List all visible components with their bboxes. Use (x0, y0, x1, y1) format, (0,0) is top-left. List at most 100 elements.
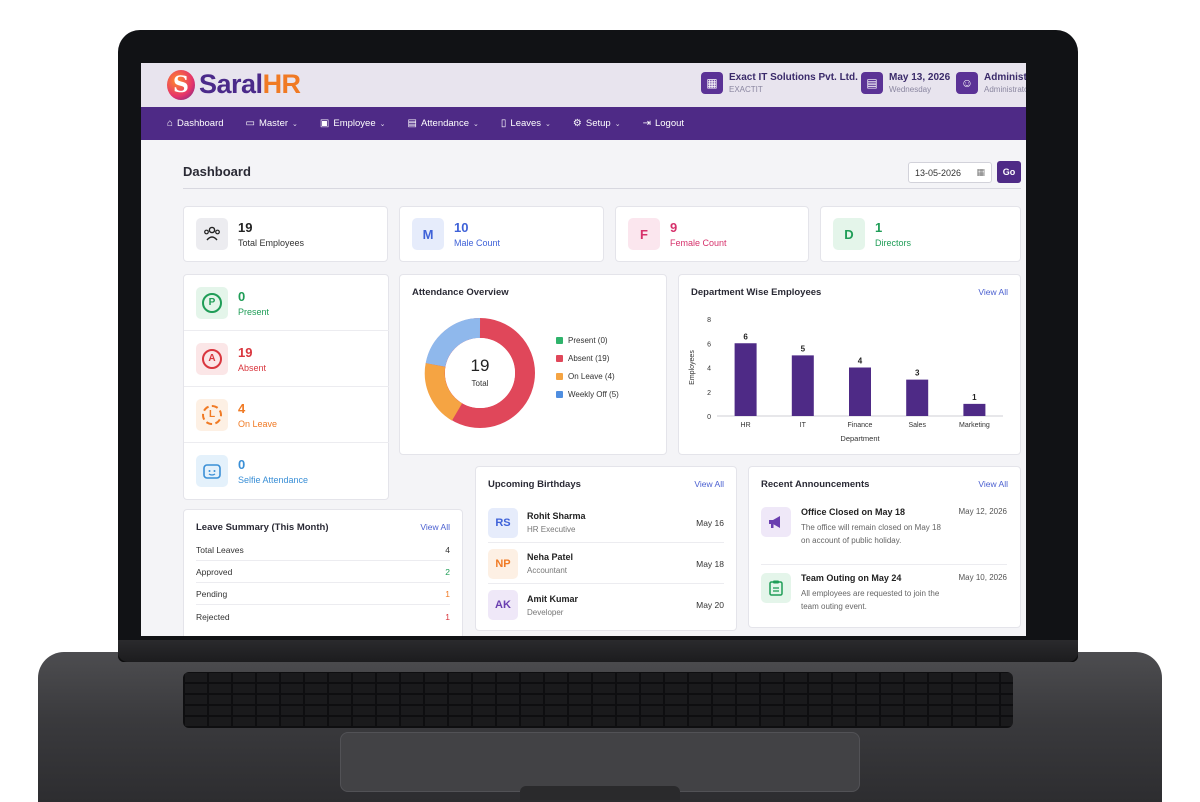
divider (183, 188, 1021, 189)
stat-value: 19 (238, 220, 253, 235)
status-selfie-attendance[interactable]: 0 Selfie Attendance (184, 443, 389, 499)
status-label: On Leave (238, 418, 278, 429)
stat-card-total-employees[interactable]: 19 Total Employees (183, 206, 388, 262)
x-tick-label: Finance (848, 422, 873, 429)
nav-dashboard[interactable]: ⌂ Dashboard (167, 118, 224, 129)
go-button[interactable]: Go (997, 161, 1021, 183)
date-filter-input[interactable]: 13-05-2026 ▦ (908, 162, 992, 183)
legend-item-present: Present (0) (556, 336, 608, 345)
panel-title: Recent Announcements (761, 479, 870, 490)
leave-row-total: Total Leaves 4 (196, 540, 450, 561)
birthday-role: HR Executive (527, 525, 576, 534)
nav-label: Attendance (420, 118, 470, 129)
document-icon: ▯ (500, 118, 507, 129)
top-header: S SaralHR ▦ Exact IT Solutions Pvt. Ltd.… (141, 63, 1026, 107)
panel-title: Leave Summary (This Month) (196, 522, 329, 533)
nav-leaves[interactable]: ▯ Leaves ⌄ (501, 118, 551, 129)
leave-row-pending: Pending 1 (196, 584, 450, 605)
present-icon: P (196, 286, 228, 319)
stat-value: 1 (875, 220, 883, 235)
logo-icon: S (167, 69, 195, 100)
leave-view-all-link[interactable]: View All (420, 522, 450, 532)
nav-label: Master (258, 118, 289, 129)
x-tick-label: Sales (908, 422, 926, 429)
chevron-down-icon: ⌄ (473, 120, 479, 128)
announcements-card: Recent Announcements View All Office Clo… (748, 466, 1021, 628)
nav-attendance[interactable]: ▤ Attendance ⌄ (407, 118, 478, 129)
clipboard-icon (761, 573, 791, 603)
announcement-date: May 10, 2026 (958, 573, 1007, 582)
announcement-item[interactable]: Team Outing on May 24 All employees are … (761, 573, 1007, 623)
announcements-view-all-link[interactable]: View All (978, 479, 1008, 489)
bar-marketing (963, 403, 986, 416)
leave-summary-card: Leave Summary (This Month) View All Tota… (183, 509, 463, 636)
date-filter-value: 13-05-2026 (915, 167, 962, 178)
birthday-date: May 20 (696, 600, 724, 610)
x-tick-label: HR (741, 422, 751, 429)
nav-logout[interactable]: ⇥ Logout (643, 118, 684, 129)
status-value: 19 (238, 344, 253, 360)
stat-value: 9 (670, 220, 678, 235)
stat-card-female-count[interactable]: F 9 Female Count (615, 206, 809, 262)
y-tick-label: 0 (707, 414, 711, 421)
main-nav: ⌂ Dashboard ▭ Master ⌄ ▣ Employee ⌄ ▤ Attendan… (141, 107, 1026, 140)
bar-value-label: 4 (858, 357, 863, 366)
divider (761, 564, 1007, 565)
department-view-all-link[interactable]: View All (978, 287, 1008, 297)
laptop-hinge (118, 640, 1078, 662)
stat-card-directors[interactable]: D 1 Directors (820, 206, 1021, 262)
bar-it (791, 355, 814, 416)
department-chart-card: Department Wise Employees View All 0 2 4 6 8… (678, 274, 1021, 455)
y-tick-label: 2 (707, 390, 711, 397)
absent-icon: A (196, 342, 228, 375)
birthday-item[interactable]: RS Rohit Sharma HR Executive May 16 (488, 503, 724, 543)
announcement-item[interactable]: Office Closed on May 18 The office will … (761, 507, 1007, 559)
birthday-item[interactable]: AK Amit Kumar Developer May 20 (488, 585, 724, 625)
status-absent[interactable]: A 19 Absent (184, 331, 389, 387)
legend-item-weekly-off: Weekly Off (5) (556, 390, 619, 399)
gear-icon: ⚙ (572, 118, 582, 129)
bar-value-label: 5 (801, 344, 806, 353)
id-card-icon: ▣ (319, 118, 330, 129)
building-icon: ▦ (701, 72, 723, 94)
user-icon: ☺ (956, 72, 978, 94)
donut-segment-weekly-off (425, 317, 481, 368)
birthday-name: Amit Kumar (527, 593, 579, 604)
panel-title: Attendance Overview (412, 287, 509, 298)
announcement-date: May 12, 2026 (958, 507, 1007, 516)
page-title: Dashboard (183, 164, 251, 179)
birthday-date: May 16 (696, 517, 724, 528)
avatar: NP (488, 548, 518, 579)
stat-label: Male Count (454, 238, 501, 248)
x-axis-label: Department (840, 434, 880, 443)
attendance-donut-chart (424, 317, 535, 428)
calendar-icon: ▤ (861, 72, 883, 94)
attendance-overview-card: Attendance Overview 19 Total Present (0)… (399, 274, 667, 455)
chevron-down-icon: ⌄ (379, 120, 386, 128)
selfie-camera-icon (196, 455, 228, 487)
chevron-down-icon: ⌄ (614, 120, 621, 128)
brand-logo[interactable]: S SaralHR (167, 69, 301, 100)
birthdays-view-all-link[interactable]: View All (694, 479, 724, 489)
folder-icon: ▭ (245, 118, 255, 129)
nav-setup[interactable]: ⚙ Setup ⌄ (573, 118, 621, 129)
company-selector[interactable]: ▦ Exact IT Solutions Pvt. Ltd. EXACTIT (701, 72, 858, 94)
user-menu[interactable]: ☺ Administrator Administrator (956, 72, 1026, 94)
bar-value-label: 1 (972, 393, 977, 402)
brand-name: SaralHR (199, 69, 301, 99)
leave-row-approved: Approved 2 (196, 562, 450, 583)
nav-employee[interactable]: ▣ Employee ⌄ (320, 118, 386, 129)
status-value: 0 (238, 288, 246, 304)
status-on-leave[interactable]: L 4 On Leave (184, 387, 389, 443)
announcement-body: The office will remain closed on May 18 … (801, 523, 941, 545)
birthday-role: Accountant (527, 566, 568, 575)
bar-value-label: 3 (915, 369, 920, 378)
status-present[interactable]: P 0 Present (184, 275, 389, 331)
user-name: Administrator (984, 72, 1026, 83)
nav-master[interactable]: ▭ Master ⌄ (246, 118, 298, 129)
stat-label: Directors (875, 238, 912, 248)
stat-card-male-count[interactable]: M 10 Male Count (399, 206, 604, 262)
bar-finance (849, 367, 871, 416)
birthday-item[interactable]: NP Neha Patel Accountant May 18 (488, 544, 724, 584)
female-badge-icon: F (628, 218, 660, 250)
